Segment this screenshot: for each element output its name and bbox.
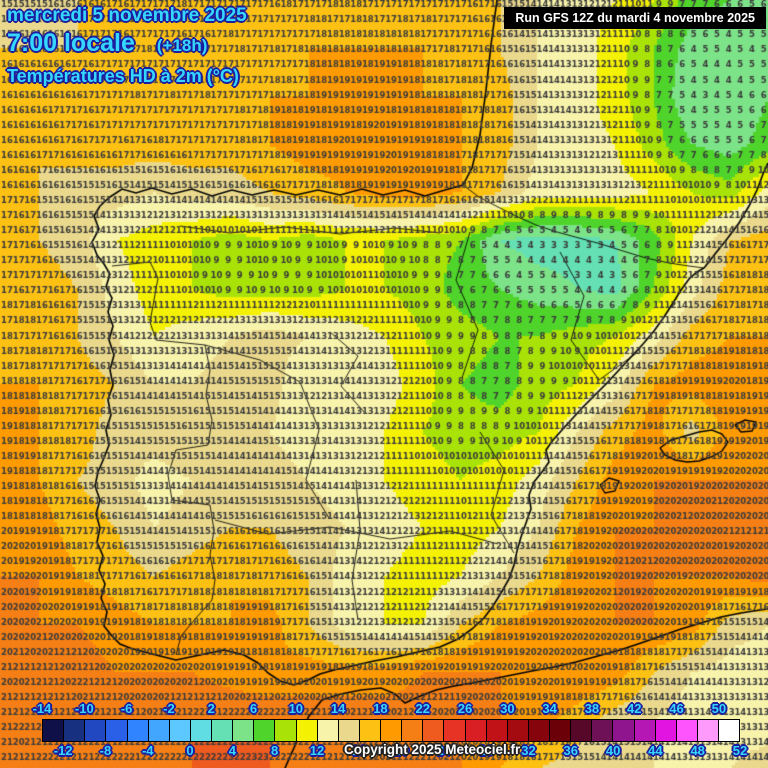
colorbar-tick-label: 46 [669, 701, 684, 716]
colorbar-tick-label: 28 [478, 743, 494, 758]
colorbar-cell [169, 720, 191, 741]
colorbar-tick-label: 6 [249, 701, 258, 716]
colorbar-tick-label: -12 [53, 743, 73, 758]
colorbar-tick-label: 0 [186, 743, 194, 758]
colorbar-cell [697, 720, 719, 741]
colorbar-cell [106, 720, 128, 741]
colorbar-tick-label: 4 [228, 743, 236, 758]
colorbar-tick-label: 34 [542, 701, 557, 716]
colorbar-tick-label: -6 [120, 701, 133, 716]
colorbar-cell [676, 720, 698, 741]
colorbar-cell [444, 720, 466, 741]
colorbar-cell [402, 720, 424, 741]
colorbar-cell [359, 720, 381, 741]
colorbar-tick-label: -8 [99, 743, 112, 758]
colorbar-tick-label: -4 [141, 743, 154, 758]
parameter-title: Températures HD à 2m (°C) [7, 66, 239, 86]
forecast-time: 7:00 locale [7, 29, 135, 57]
colorbar-cell [338, 720, 360, 741]
colorbar-tick-label: 18 [373, 701, 388, 716]
colorbar-cell [127, 720, 149, 741]
colorbar-tick-label: 10 [288, 701, 304, 716]
forecast-offset: (+18h) [156, 36, 208, 55]
colorbar-cell [190, 720, 212, 741]
colorbar-tick-label: 26 [457, 701, 473, 716]
colorbar-tick-label: 38 [584, 701, 600, 716]
colorbar-cell [254, 720, 276, 741]
colorbar-cell [486, 720, 508, 741]
colorbar-cell [148, 720, 170, 741]
colorbar-tick-label: 42 [627, 701, 642, 716]
colorbar-tick-label: 2 [207, 701, 215, 716]
colorbar-tick-label: 52 [732, 743, 748, 758]
colorbar-tick-label: 40 [605, 743, 621, 758]
colorbar-cell [507, 720, 529, 741]
colorbar-tick-label: 48 [690, 743, 705, 758]
colorbar-cell [550, 720, 572, 741]
colorbar-tick-label: -14 [32, 701, 52, 716]
forecast-date: mercredi 5 novembre 2025 [7, 5, 247, 26]
colorbar-tick-label: 22 [415, 701, 430, 716]
colorbar-cell [634, 720, 656, 741]
colorbar-cell [85, 720, 107, 741]
colorbar-tick-label: 36 [563, 743, 579, 758]
colorbar-cell [296, 720, 318, 741]
colorbar-tick-label: -2 [163, 701, 175, 716]
colorbar-tick-label: 16 [352, 743, 367, 758]
colorbar-cell [43, 720, 65, 741]
colorbar-cell [592, 720, 614, 741]
colorbar-cell [465, 720, 487, 741]
colorbar-tick-label: 30 [500, 701, 515, 716]
colorbar-tick-label: 14 [330, 701, 346, 716]
copyright-text: Copyright 2025 Meteociel.fr [344, 742, 521, 757]
colorbar-tick-label: 20 [394, 743, 409, 758]
colorbar-tick-label: 8 [271, 743, 279, 758]
colorbar-cell [212, 720, 234, 741]
colorbar-tick-label: -10 [74, 701, 94, 716]
colorbar-tick-label: 50 [711, 701, 727, 716]
colorbar-cell [275, 720, 297, 741]
colorbar-cell [528, 720, 550, 741]
colorbar-cell [64, 720, 86, 741]
colorbar-cell [719, 720, 740, 741]
colorbar-tick-label: 44 [648, 743, 663, 758]
colorbar-tick-label: 24 [436, 743, 452, 758]
colorbar-cell [381, 720, 403, 741]
colorbar-cell [233, 720, 255, 741]
colorbar-tick-label: 32 [521, 743, 536, 758]
colorbar-cell [423, 720, 445, 741]
colorbar-cell [655, 720, 677, 741]
run-info-box: Run GFS 12Z du mardi 4 novembre 2025 [504, 7, 766, 29]
colorbar-cell [317, 720, 339, 741]
colorbar-cell [571, 720, 593, 741]
colorbar-tick-label: 12 [309, 743, 325, 758]
temperature-colorbar [42, 719, 740, 742]
title-block: mercredi 5 novembre 2025 7:00 locale (+1… [7, 6, 247, 85]
colorbar-cell [613, 720, 635, 741]
